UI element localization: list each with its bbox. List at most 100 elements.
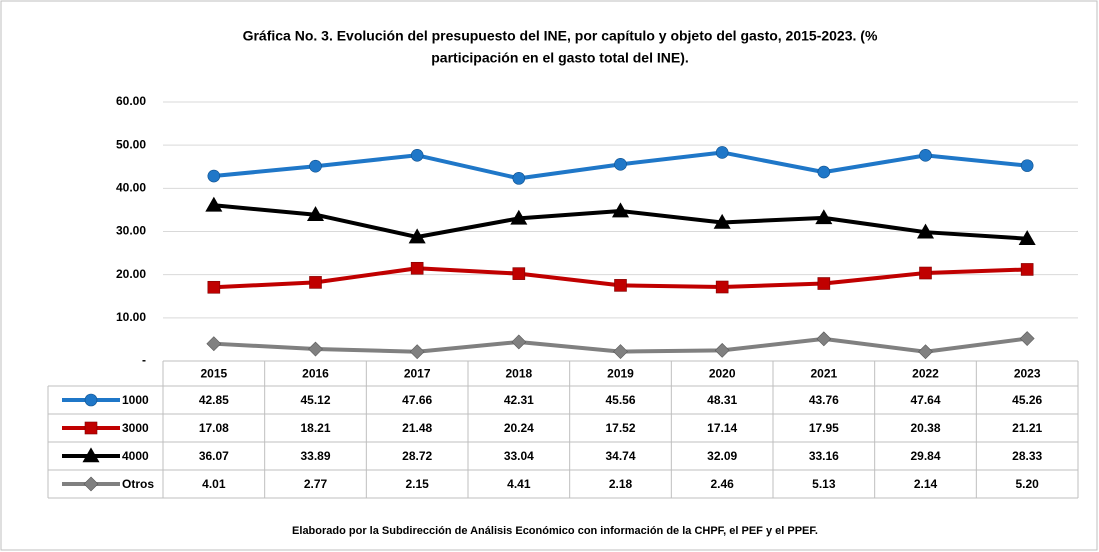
y-tick-label: 10.00 <box>116 310 146 324</box>
series-marker <box>817 277 831 290</box>
series-marker <box>1019 331 1035 346</box>
chart-title: participación en el gasto total del INE)… <box>431 50 689 66</box>
series-marker <box>309 159 322 173</box>
table-value: 4.41 <box>507 477 531 491</box>
series-marker <box>408 228 426 244</box>
series-marker <box>916 223 935 239</box>
legend-marker <box>83 476 99 492</box>
series-marker <box>207 169 221 183</box>
table-value: 2.14 <box>914 477 938 491</box>
y-tick-label: 30.00 <box>116 224 146 238</box>
series-marker <box>715 280 729 294</box>
series-marker <box>614 158 627 171</box>
series-marker <box>308 341 323 357</box>
table-value: 2.77 <box>304 477 328 491</box>
series-marker <box>614 279 627 292</box>
table-value: 4.01 <box>202 477 226 491</box>
table-value: 45.26 <box>1012 393 1042 407</box>
table-value: 20.38 <box>910 421 940 435</box>
table-value: 17.52 <box>605 421 635 435</box>
legend-label: 4000 <box>122 449 149 463</box>
table-value: 47.66 <box>402 393 432 407</box>
table-value: 28.33 <box>1012 449 1042 463</box>
x-tick-label: 2019 <box>607 367 634 381</box>
series-marker <box>206 336 222 352</box>
table-value: 28.72 <box>402 449 432 463</box>
series-marker <box>713 213 731 229</box>
table-value: 36.07 <box>199 449 229 463</box>
table-value: 47.64 <box>910 393 940 407</box>
series-marker <box>511 334 527 350</box>
table-value: 43.76 <box>809 393 839 407</box>
series-marker <box>410 261 424 275</box>
table-value: 2.46 <box>710 477 734 491</box>
series-marker <box>1020 159 1034 172</box>
table-value: 33.04 <box>504 449 534 463</box>
series-marker <box>613 344 628 360</box>
series-marker <box>919 266 932 280</box>
series-marker <box>817 165 831 179</box>
y-tick-label: 40.00 <box>116 181 146 195</box>
table-value: 18.21 <box>300 421 330 435</box>
series-marker <box>611 202 630 218</box>
table-value: 5.13 <box>812 477 836 491</box>
x-tick-label: 2017 <box>404 367 431 381</box>
table-value: 48.31 <box>707 393 737 407</box>
x-tick-label: 2016 <box>302 367 329 381</box>
table-value: 32.09 <box>707 449 737 463</box>
table-value: 17.08 <box>199 421 229 435</box>
chart-title: Gráfica No. 3. Evolución del presupuesto… <box>243 28 878 44</box>
table-value: 5.20 <box>1015 477 1039 491</box>
series-marker <box>918 344 933 360</box>
table-value: 17.14 <box>707 421 737 435</box>
table-value: 21.48 <box>402 421 432 435</box>
series-marker <box>309 276 322 289</box>
table-value: 2.15 <box>405 477 429 491</box>
table-value: 45.56 <box>605 393 635 407</box>
table-value: 17.95 <box>809 421 839 435</box>
series-marker <box>715 146 729 159</box>
series-marker <box>410 148 424 162</box>
series-marker <box>1020 263 1034 276</box>
y-tick-label: - <box>142 353 146 367</box>
series-marker <box>512 267 526 280</box>
series-marker <box>512 172 526 185</box>
table-value: 34.74 <box>605 449 635 463</box>
legend-marker <box>82 447 100 463</box>
series-marker <box>409 344 425 360</box>
table-value: 33.89 <box>300 449 330 463</box>
y-tick-label: 20.00 <box>116 267 146 281</box>
x-tick-label: 2020 <box>709 367 736 381</box>
y-tick-label: 60.00 <box>116 94 146 108</box>
x-tick-label: 2021 <box>810 367 837 381</box>
x-tick-label: 2023 <box>1014 367 1041 381</box>
series-marker <box>816 331 832 347</box>
table-value: 42.85 <box>199 393 229 407</box>
legend-label: Otros <box>122 477 154 491</box>
series-marker <box>205 196 223 212</box>
series-marker <box>1018 230 1036 246</box>
series-marker <box>714 342 730 358</box>
series-marker <box>815 209 833 225</box>
footnote: Elaborado por la Subdirección de Análisi… <box>292 525 818 537</box>
table-value: 45.12 <box>300 393 330 407</box>
legend-label: 3000 <box>122 421 149 435</box>
table-value: 21.21 <box>1012 421 1042 435</box>
x-tick-label: 2015 <box>200 367 227 381</box>
series-marker <box>919 149 932 162</box>
series-marker <box>510 209 528 225</box>
y-tick-label: 50.00 <box>116 137 146 151</box>
series-marker <box>306 206 325 222</box>
table-value: 29.84 <box>910 449 940 463</box>
series-marker <box>207 280 221 294</box>
table-value: 2.18 <box>609 477 633 491</box>
x-tick-label: 2022 <box>912 367 939 381</box>
legend-marker <box>84 421 98 435</box>
table-value: 33.16 <box>809 449 839 463</box>
x-tick-label: 2018 <box>505 367 532 381</box>
table-value: 20.24 <box>504 421 534 435</box>
legend-label: 1000 <box>122 393 149 407</box>
legend-marker <box>84 393 98 407</box>
table-value: 42.31 <box>504 393 534 407</box>
